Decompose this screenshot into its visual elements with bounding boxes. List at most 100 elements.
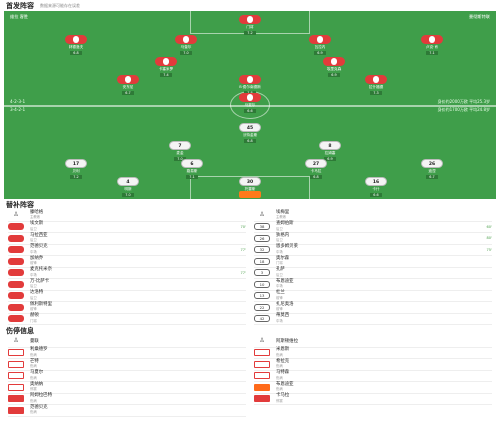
jersey-icon: 26	[421, 159, 443, 168]
player-top[interactable]: 林德洛夫 6.8	[56, 35, 96, 55]
sub-row[interactable]: 赫顿 门将	[8, 314, 246, 325]
subs-header: 替补阵容	[0, 199, 500, 210]
player-top[interactable]: 卢克·肖 7.1	[412, 35, 452, 55]
injury-icon	[254, 372, 270, 380]
player-top[interactable]: 埃里克森 6.9	[314, 57, 354, 77]
jersey-icon: 6	[181, 159, 203, 168]
player-goalkeeper[interactable]	[230, 191, 270, 198]
player-bottom[interactable]: 45 沃特金斯 6.8	[230, 123, 270, 143]
pitch: 维拉 客胜 曼彻斯特联 4-2-3-1 3-4-2-1 身价约2000万欧 平均…	[4, 11, 496, 199]
coach-row[interactable]: ♙ 埃梅里 主教练	[254, 210, 492, 222]
player-top[interactable]: 瓦拉内 6.9	[300, 35, 340, 55]
jersey-icon	[175, 35, 197, 44]
jersey-icon: 30	[239, 177, 261, 186]
player-bottom[interactable]: 6 路易斯 7.1	[172, 159, 212, 179]
player-bottom[interactable]: 17 贝利 7.2	[56, 159, 96, 179]
injury-row[interactable]: 芒特 伤病	[8, 359, 246, 371]
subs-right-column: ♙ 埃梅里 主教练 38 查姆伯斯 后卫 60' 26 狄格内 后卫 80' 32 恩多姆贝莱…	[250, 210, 496, 325]
player-top[interactable]: 门将 7.2	[230, 15, 270, 35]
jersey-icon	[8, 315, 24, 323]
jersey-icon	[239, 93, 261, 102]
player-bottom[interactable]: 27 卡马拉 6.8	[296, 159, 336, 179]
player-bottom[interactable]: 16 卡什 6.6	[356, 177, 396, 197]
injury-team-row: ♙ 阿斯顿维拉	[254, 336, 492, 348]
player-top[interactable]: 拉什福德 7.3	[356, 75, 396, 95]
injury-row[interactable]: 卡马拉 停赛	[254, 394, 492, 405]
injury-icon	[254, 349, 270, 357]
jersey-icon	[8, 234, 24, 242]
sub-row[interactable]: 38 查姆伯斯 后卫 60'	[254, 222, 492, 233]
sub-row[interactable]: 加纳乔 前锋	[8, 256, 246, 268]
sub-row[interactable]: 麦克托米奈 中场 77'	[8, 268, 246, 279]
injury-icon	[254, 360, 270, 368]
jersey-icon	[8, 292, 24, 300]
subs-left-column: ♙ 滕哈格 主教练 埃文斯 后卫 70' 马拉西亚 后卫 范德贝克 中场 77' 加纳乔前…	[4, 210, 250, 325]
home-value: 身价约2000万欧 平均25.3岁	[437, 99, 490, 104]
jersey-icon	[8, 246, 24, 254]
injury-icon	[254, 383, 270, 391]
injury-row[interactable]: 米恩斯 伤病	[254, 348, 492, 359]
sub-row[interactable]: 3 孔萨 后卫	[254, 268, 492, 279]
lineup-title: 首发阵容	[6, 1, 34, 10]
jersey-icon	[365, 75, 387, 84]
sub-row[interactable]: 马拉西亚 后卫	[8, 233, 246, 245]
player-bottom[interactable]: 7 麦金 7.0	[160, 141, 200, 161]
injury-row[interactable]: 布恩迪亚 伤病	[254, 382, 492, 394]
sub-row[interactable]: 达洛特 后卫	[8, 291, 246, 302]
injuries-table: ♙ 曼联 利桑德罗 伤病 芒特 伤病 马夏尔 伤病 奥纳纳 停赛 阿姆拉巴特 伤病 范德贝克…	[0, 336, 500, 417]
injury-row[interactable]: 阿姆拉巴特 伤病	[8, 394, 246, 405]
lineup-header: 首发阵容 数据来源可能存在误差	[0, 0, 500, 11]
player-top[interactable]: 卡塞米罗 7.4	[146, 57, 186, 77]
jersey-icon	[239, 15, 261, 24]
player-bottom[interactable]: 26 迪涅 6.7	[412, 159, 452, 179]
injury-row[interactable]: 马特森 伤病	[254, 371, 492, 382]
injuries-right-column: ♙ 阿斯顿维拉 米恩斯 伤病 希拉克 伤病 马特森 伤病 布恩迪亚 伤病 卡马拉 停赛	[250, 336, 496, 417]
player-top[interactable]: 马夏尔 6.6	[230, 93, 270, 113]
sub-row[interactable]: 32 恩多姆贝莱 中场 75'	[254, 245, 492, 256]
jersey-icon	[323, 57, 345, 66]
injury-row[interactable]: 利桑德罗 伤病	[8, 348, 246, 359]
jersey-icon	[8, 280, 24, 288]
subs-table: ♙ 滕哈格 主教练 埃文斯 后卫 70' 马拉西亚 后卫 范德贝克 中场 77' 加纳乔前…	[0, 210, 500, 325]
sub-row[interactable]: 18 奥尔森 门将	[254, 256, 492, 268]
sub-row[interactable]: 范德贝克 中场 77'	[8, 245, 246, 256]
injuries-header: 伤停信息	[0, 325, 500, 336]
jersey-icon	[65, 35, 87, 44]
sub-row[interactable]: 42 蒂莫西 中场	[254, 314, 492, 325]
sub-row[interactable]: 22 扎尼奥洛 前锋	[254, 302, 492, 314]
sub-row[interactable]: 10 布恩迪亚 中场	[254, 279, 492, 291]
injury-row[interactable]: 希拉克 伤病	[254, 359, 492, 371]
player-bottom[interactable]: 4 明斯 7.0	[108, 177, 148, 197]
sub-row[interactable]: 26 狄格内 后卫 80'	[254, 233, 492, 245]
coach-row[interactable]: ♙ 滕哈格 主教练	[8, 210, 246, 222]
injury-row[interactable]: 范德贝克 伤病	[8, 405, 246, 417]
sub-row[interactable]: 万-比萨卡 后卫	[8, 279, 246, 291]
jersey-icon	[421, 35, 443, 44]
jersey-icon: 27	[305, 159, 327, 168]
jersey-icon	[117, 75, 139, 84]
sub-row[interactable]: 佩利斯特里 前锋	[8, 302, 246, 314]
jersey-icon	[8, 223, 24, 231]
jersey-icon	[8, 303, 24, 311]
player-top[interactable]: 安东尼 6.7	[108, 75, 148, 95]
sub-row[interactable]: 13 杜兰 前锋	[254, 291, 492, 302]
injury-row[interactable]: 马夏尔 伤病	[8, 371, 246, 382]
player-top[interactable]: B·费尔南德斯 7.8	[230, 75, 270, 95]
jersey-icon	[309, 35, 331, 44]
jersey-icon: 16	[365, 177, 387, 186]
injury-icon	[8, 383, 24, 391]
away-value: 身价约1700万欧 平均24.8岁	[437, 107, 490, 112]
home-formation: 4-2-3-1	[10, 99, 26, 104]
jersey-icon: 45	[239, 123, 261, 132]
whistle-icon: ♙	[13, 211, 19, 219]
bottom-penalty-box	[190, 176, 310, 199]
jersey-icon	[8, 269, 24, 277]
injury-icon	[8, 360, 24, 368]
injury-row[interactable]: 奥纳纳 停赛	[8, 382, 246, 394]
jersey-icon: 4	[117, 177, 139, 186]
player-top[interactable]: 马奎尔 7.0	[166, 35, 206, 55]
player-bottom[interactable]: 8 拉姆塞 6.9	[310, 141, 350, 161]
injuries-title: 伤停信息	[6, 326, 34, 335]
lineup-subtitle: 数据来源可能存在误差	[40, 2, 80, 8]
sub-row[interactable]: 埃文斯 后卫 70'	[8, 222, 246, 233]
